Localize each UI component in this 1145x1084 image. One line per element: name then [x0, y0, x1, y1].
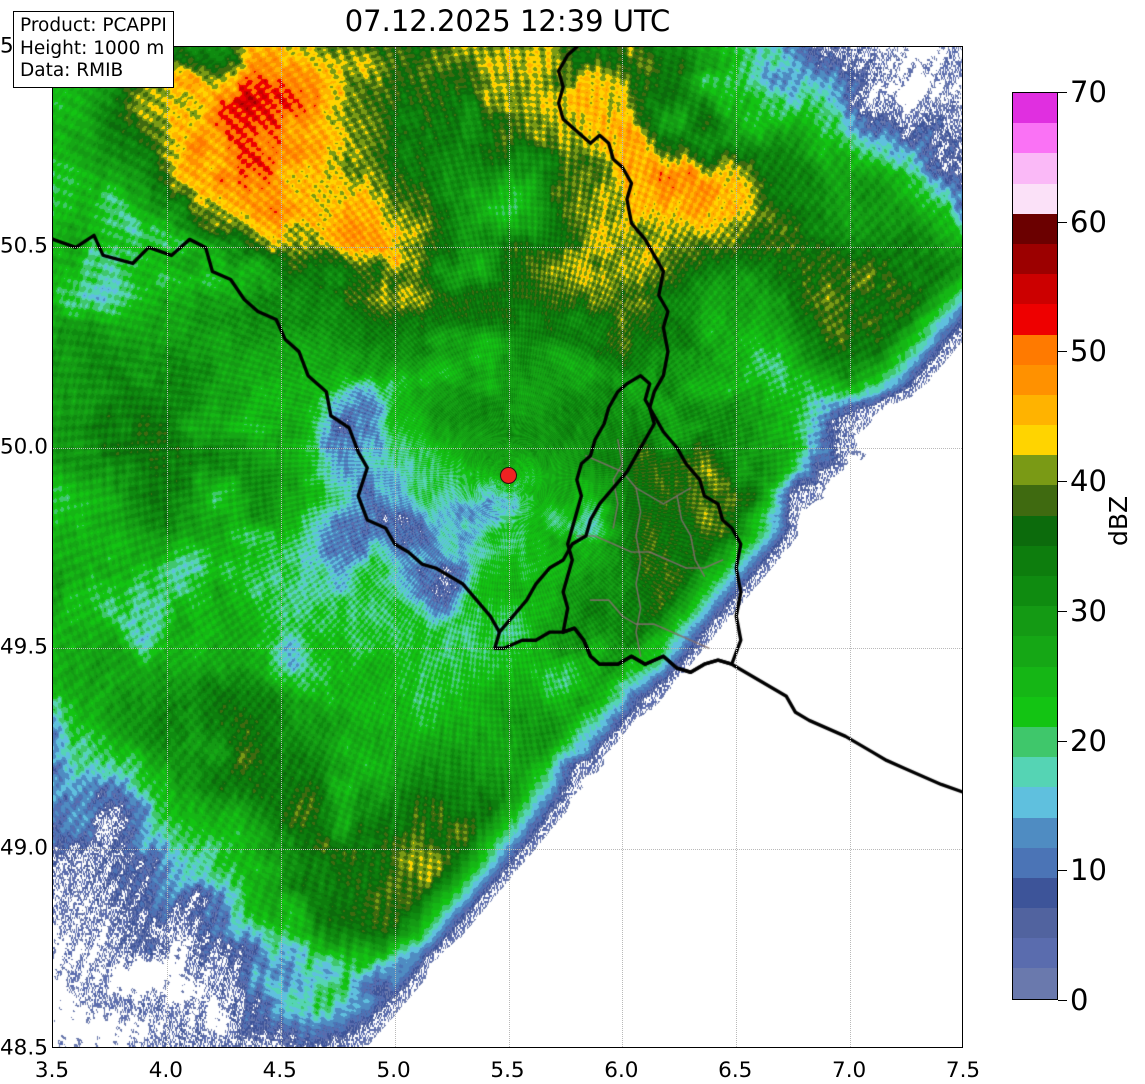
colorbar-band	[1013, 153, 1057, 184]
x-tick-label: 7.0	[832, 1058, 867, 1083]
info-height: Height: 1000 m	[20, 37, 165, 59]
colorbar-band	[1013, 968, 1057, 999]
colorbar-band	[1013, 606, 1057, 637]
colorbar-tick	[1058, 221, 1067, 223]
colorbar-tick	[1058, 1000, 1067, 1001]
gridline-horizontal	[53, 848, 962, 850]
colorbar-tick-label: 70	[1070, 75, 1107, 109]
colorbar-band	[1013, 334, 1057, 365]
gridline-vertical	[850, 47, 852, 1047]
x-tick	[167, 1047, 168, 1048]
gridline-horizontal	[53, 247, 962, 249]
x-tick-label: 7.5	[945, 1058, 981, 1083]
gridline-vertical	[508, 47, 510, 1047]
radar-site-marker[interactable]	[500, 467, 517, 485]
y-tick-label: 49.5	[0, 634, 48, 660]
colorbar-band	[1013, 726, 1057, 758]
colorbar-band	[1013, 515, 1057, 546]
y-tick-label: 50.0	[0, 434, 48, 460]
colorbar-tick	[1058, 481, 1067, 483]
colorbar-band	[1013, 847, 1057, 878]
x-tick	[850, 1047, 851, 1048]
colorbar-band	[1013, 394, 1057, 426]
colorbar-band	[1013, 364, 1057, 395]
colorbar-band	[1013, 274, 1057, 305]
x-tick-label: 4.5	[262, 1058, 297, 1083]
gridline-horizontal	[53, 447, 962, 449]
y-tick-label: 48.5	[0, 1035, 48, 1061]
x-tick-label: 3.5	[34, 1058, 70, 1083]
x-tick	[736, 1047, 737, 1048]
colorbar-band	[1013, 666, 1057, 697]
colorbar[interactable]	[1012, 92, 1058, 1000]
colorbar-band	[1013, 213, 1057, 244]
colorbar-band	[1013, 696, 1057, 727]
y-tick-label: 50.5	[0, 233, 48, 259]
colorbar-band	[1013, 455, 1057, 486]
info-product: Product: PCAPPI	[20, 15, 167, 36]
colorbar-band	[1013, 938, 1057, 969]
gridline-vertical	[394, 47, 396, 1047]
y-tick	[52, 849, 53, 850]
colorbar-band	[1013, 576, 1057, 607]
y-tick	[52, 247, 53, 248]
colorbar-title: dBZ	[1104, 495, 1133, 546]
colorbar-tick	[1058, 610, 1067, 612]
info-data: Data: RMIB	[20, 60, 124, 82]
colorbar-band	[1013, 545, 1057, 576]
gridline-vertical	[280, 47, 282, 1047]
x-tick	[509, 1047, 510, 1048]
y-tick-label: 49.0	[0, 835, 48, 861]
x-tick	[53, 1047, 54, 1048]
x-tick	[281, 1047, 282, 1048]
page-title: 07.12.2025 12:39 UTC	[344, 4, 671, 38]
x-tick-label: 6.5	[718, 1058, 753, 1083]
colorbar-tick-label: 10	[1070, 853, 1107, 888]
map-borders-layer	[53, 47, 962, 1047]
colorbar-tick-label: 30	[1070, 593, 1107, 628]
x-tick-label: 5.0	[376, 1058, 411, 1083]
colorbar-band	[1013, 817, 1057, 848]
colorbar-band	[1013, 183, 1057, 214]
colorbar-band	[1013, 304, 1057, 335]
radar-plot[interactable]	[52, 46, 963, 1048]
colorbar-tick-label: 0	[1070, 983, 1089, 1017]
x-tick-label: 5.5	[490, 1058, 525, 1083]
colorbar-band	[1013, 636, 1057, 667]
x-tick-label: 4.0	[148, 1058, 183, 1083]
colorbar-band	[1013, 485, 1057, 516]
colorbar-tick	[1058, 351, 1067, 353]
y-tick	[52, 448, 53, 449]
colorbar-tick	[1058, 870, 1067, 872]
colorbar-band	[1013, 93, 1057, 124]
gridline-vertical	[166, 47, 168, 1047]
colorbar-tick-label: 40	[1070, 464, 1107, 499]
colorbar-tick-label: 50	[1070, 334, 1107, 369]
colorbar-band	[1013, 123, 1057, 154]
y-tick	[52, 648, 53, 649]
colorbar-tick-label: 20	[1070, 723, 1107, 758]
gridline-horizontal	[53, 648, 962, 650]
colorbar-band	[1013, 787, 1057, 818]
colorbar-band	[1013, 425, 1057, 456]
gridline-vertical	[736, 47, 738, 1047]
colorbar-tick-label: 60	[1070, 204, 1107, 239]
colorbar-band	[1013, 877, 1057, 909]
x-tick	[622, 1047, 623, 1048]
x-tick-label: 6.0	[604, 1058, 639, 1083]
gridline-vertical	[622, 47, 624, 1047]
colorbar-band	[1013, 243, 1057, 275]
colorbar-tick	[1058, 740, 1067, 742]
colorbar-band	[1013, 757, 1057, 788]
colorbar-tick	[1058, 92, 1067, 93]
x-tick	[395, 1047, 396, 1048]
colorbar-band	[1013, 908, 1057, 939]
info-box: Product: PCAPPI Height: 1000 m Data: RMI…	[13, 11, 174, 88]
